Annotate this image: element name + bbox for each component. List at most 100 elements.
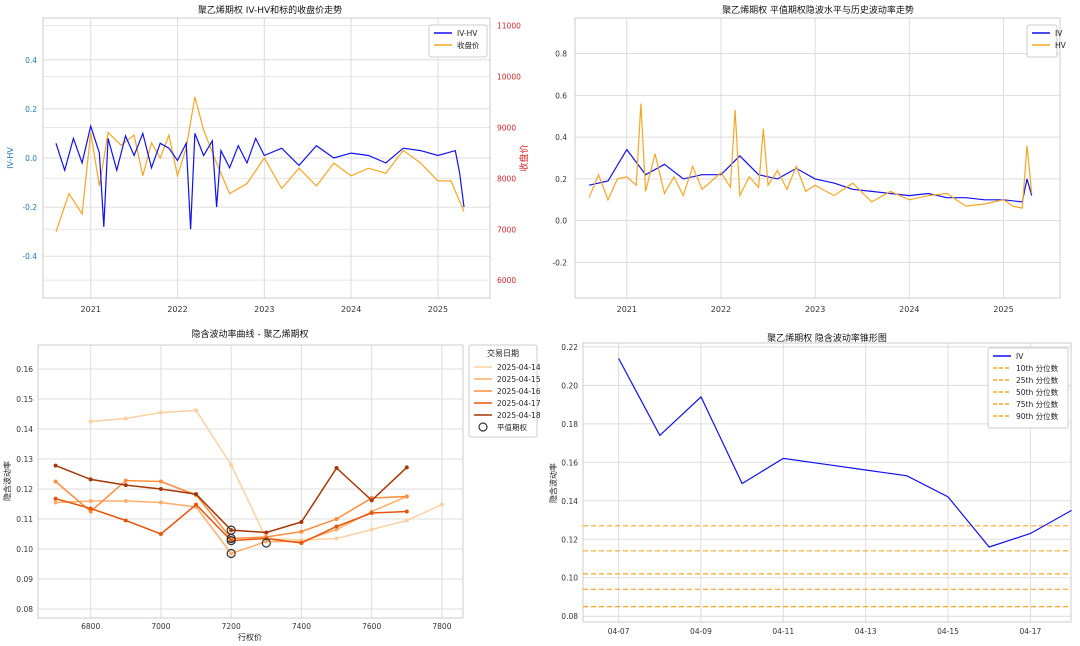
data-point [194, 408, 199, 413]
y-axis-label: IV-HV [6, 147, 15, 169]
legend: 交易日期 2025-04-14 2025-04-15 2025-04-16 2025-0… [468, 344, 540, 438]
plot-frame [574, 17, 1061, 299]
x-tick-label: 04-11 [772, 627, 794, 636]
data-point [88, 506, 93, 511]
x-tick-label: 2022 [711, 305, 731, 314]
data-point [123, 483, 128, 488]
x-tick-label: 04-17 [1020, 627, 1042, 636]
series-line-2025-04-14 [90, 409, 443, 541]
data-point [53, 500, 58, 505]
data-point [53, 496, 58, 501]
data-point [369, 511, 374, 515]
y-tick-label: 0.14 [16, 425, 33, 434]
y-tick-label: 0.2 [25, 105, 37, 114]
y-tick-label: 0.2 [555, 175, 567, 184]
data-point [158, 410, 163, 415]
plot-frame [582, 342, 1072, 623]
y-axis-label: 隐含波动率 [2, 461, 12, 501]
legend: IV HV [1026, 24, 1067, 58]
legend-label: 收盘价 [457, 40, 480, 50]
atm-marker [226, 525, 236, 535]
series-line-hv [588, 103, 1033, 209]
data-point [439, 502, 444, 507]
y-tick-label: 0.6 [555, 91, 567, 100]
legend-label: 10th 分位数 [1016, 363, 1059, 373]
x-tick-label: 2024 [899, 305, 919, 314]
atm-marker [261, 538, 271, 548]
series-line-iv [588, 148, 1033, 203]
data-point [53, 479, 58, 484]
data-point [404, 518, 409, 523]
legend-label: 2025-04-15 [497, 375, 540, 384]
y-tick-label: 0.10 [561, 574, 578, 583]
y-tick-label: 0.4 [555, 133, 567, 142]
y-tick-label: 0.09 [16, 575, 33, 584]
data-point [404, 465, 409, 470]
legend-label: 90th 分位数 [1016, 411, 1059, 421]
legend-label: IV-HV [457, 29, 478, 38]
data-point [369, 527, 374, 532]
legend-swatch [478, 422, 488, 432]
y-tick-label: -0.2 [552, 258, 567, 267]
x-tick-label: 04-07 [608, 627, 630, 636]
x-tick-label: 2021 [81, 305, 101, 314]
data-point [264, 530, 269, 535]
chart-title: 隐含波动率曲线 - 聚乙烯期权 [192, 328, 309, 340]
y2-tick-label: 9000 [497, 123, 516, 132]
data-point [299, 541, 304, 545]
x-tick-label: 2024 [341, 305, 361, 314]
legend-label: 50th 分位数 [1016, 387, 1059, 397]
x-tick-label: 7000 [151, 622, 170, 631]
data-point [264, 539, 269, 544]
legend: IV 10th 分位数 25th 分位数 50th 分位数 75th 分位数 90th 分… [987, 347, 1069, 429]
x-tick-label: 2023 [254, 305, 274, 314]
data-point [404, 509, 409, 514]
y2-tick-label: 10000 [497, 73, 521, 82]
data-point [194, 492, 199, 497]
y2-tick-label: 6000 [497, 276, 516, 285]
data-point [88, 477, 93, 482]
x-tick-label: 2022 [167, 305, 187, 314]
x-tick-label: 04-09 [690, 627, 712, 636]
y-tick-label: 0.11 [16, 515, 33, 524]
legend-box [468, 344, 538, 438]
y-tick-label: -0.4 [22, 252, 37, 261]
y-tick-label: 0.13 [16, 455, 33, 464]
data-point [194, 502, 199, 507]
data-point [229, 528, 234, 533]
legend-title: 交易日期 [487, 348, 519, 358]
x-tick-label: 2021 [617, 305, 637, 314]
legend-label: 75th 分位数 [1016, 399, 1059, 409]
chart-title: 聚乙烯期权 隐含波动率锥形图 [767, 332, 887, 344]
chart-iv-hv-close: 2021 2022 2023 2024 2025 -0.4 -0.2 0.0 0.2 0.4 600… [6, 4, 530, 314]
y-tick-label: 0.0 [25, 154, 37, 163]
legend-label: 2025-04-16 [497, 387, 540, 396]
data-point [88, 419, 93, 424]
x-tick-label: 2025 [993, 305, 1013, 314]
data-point [334, 524, 339, 529]
x-tick-label: 2025 [428, 305, 448, 314]
data-point [123, 518, 128, 523]
y2-tick-label: 8000 [497, 174, 516, 183]
chart-iv-cone: 04-07 04-09 04-11 04-13 04-15 04-17 0.08 0.10 0.… [548, 332, 1072, 636]
series-line-close [55, 96, 465, 232]
data-point [158, 487, 163, 491]
x-axis-label: 行权价 [238, 632, 262, 642]
y2-axis-label: 收盘价 [518, 144, 530, 171]
chart-atm-iv-hv: 2021 2022 2023 2024 2025 -0.2 0.0 0.2 0.4 0.6 0.8 聚… [552, 4, 1067, 314]
y2-tick-label: 7000 [497, 225, 516, 234]
data-point [299, 529, 304, 534]
series-line-iv [618, 358, 1072, 548]
data-point [299, 520, 304, 524]
data-point [123, 478, 128, 483]
y-tick-label: 0.08 [16, 605, 33, 614]
chart-title: 聚乙烯期权 IV-HV和标的收盘价走势 [198, 4, 342, 16]
legend-box [1026, 24, 1058, 58]
data-point [158, 500, 163, 505]
legend-label: 25th 分位数 [1016, 375, 1059, 385]
legend-label: IV [1055, 29, 1063, 38]
legend-label: 2025-04-14 [497, 363, 540, 372]
y-tick-label: 0.14 [561, 497, 578, 506]
y-tick-label: 0.12 [561, 535, 578, 544]
